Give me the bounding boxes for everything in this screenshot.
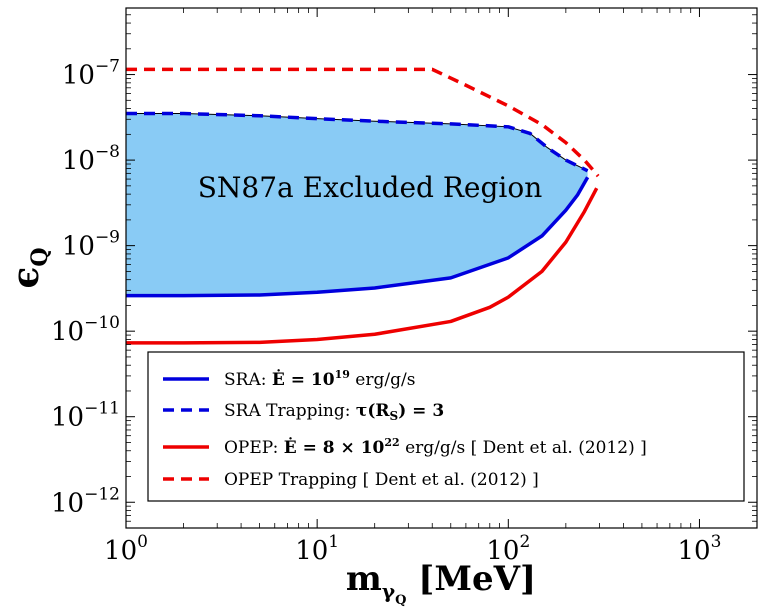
excluded-region — [126, 113, 588, 296]
x-tick-label: 102 — [486, 532, 530, 566]
y-tick-label: 10−12 — [51, 484, 120, 518]
legend-label: OPEP: Ė = 8 × 1022 erg/g/s [ Dent et al.… — [224, 436, 647, 458]
x-tick-label: 101 — [295, 532, 339, 566]
legend-label: OPEP Trapping [ Dent et al. (2012) ] — [224, 470, 539, 490]
y-tick-label: 10−8 — [62, 142, 120, 176]
y-axis-label: ϵQ — [5, 247, 53, 288]
y-tick-label: 10−9 — [62, 228, 120, 262]
x-axis-title: mγQ [MeV] — [346, 559, 536, 608]
ticks-layer: 100 101 102 103 10−12 10−11 10−10 10−9 10−8 10−7 — [51, 7, 758, 566]
series-line-opep — [126, 187, 599, 345]
y-tick-label: 10−10 — [51, 313, 120, 347]
y-tick-label: 10−11 — [51, 399, 120, 433]
series-line-sra-trapping — [126, 111, 589, 173]
series-line-opep-trapping — [126, 67, 600, 178]
legend-label: SRA: Ė = 1019 erg/g/s — [224, 368, 415, 390]
excluded-region-layer — [126, 113, 588, 296]
legend: SRA: Ė = 1019 erg/g/s SRA Trapping: τ(RS)… — [147, 351, 745, 502]
plot-frame — [125, 7, 758, 529]
region-label: SN87a Excluded Region — [198, 171, 543, 204]
x-tick-label: 103 — [677, 532, 721, 566]
series-line-sra — [126, 176, 590, 298]
y-tick-label: 10−7 — [62, 57, 120, 91]
y-axis-title: ϵQ — [5, 247, 53, 288]
x-tick-label: 100 — [104, 532, 148, 566]
series-layer — [126, 67, 600, 345]
legend-box — [147, 351, 745, 502]
legend-label: SRA Trapping: τ(RS) = 3 — [224, 401, 444, 423]
x-axis-label: mγQ [MeV] — [346, 559, 536, 608]
